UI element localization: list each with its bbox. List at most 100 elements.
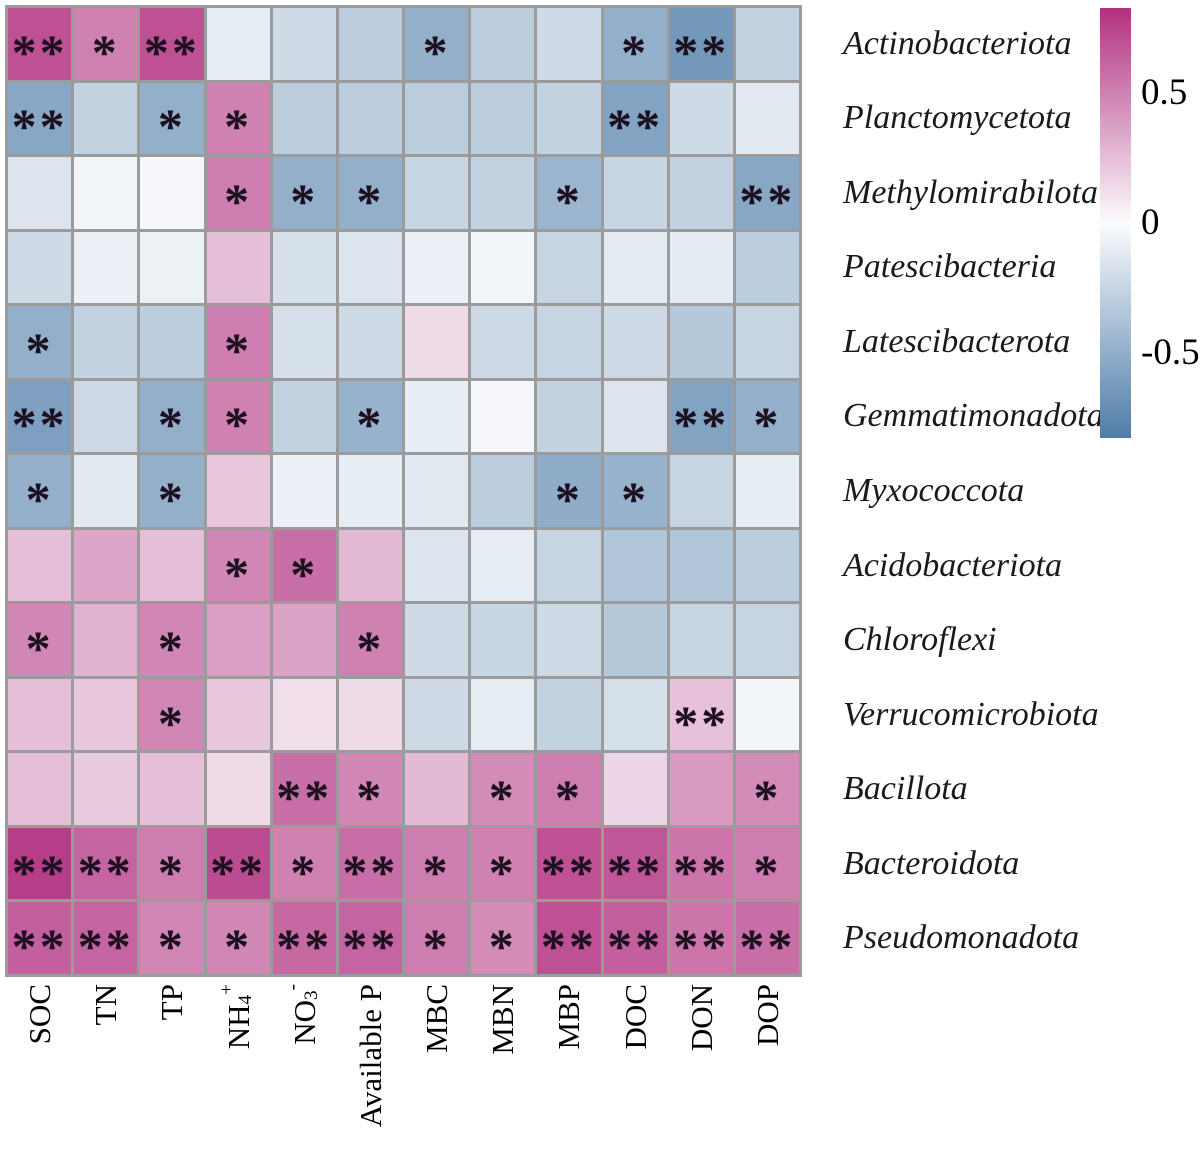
heatmap-cell: * bbox=[272, 157, 336, 229]
heatmap-cell bbox=[8, 678, 72, 751]
col-label-slot: TP bbox=[140, 984, 203, 1150]
heatmap-cell: * bbox=[206, 529, 270, 602]
significance-marker: * bbox=[224, 98, 253, 155]
significance-marker: ** bbox=[276, 769, 333, 826]
significance-marker: ** bbox=[673, 843, 730, 900]
heatmap-cell bbox=[338, 678, 402, 751]
heatmap-cell bbox=[405, 678, 469, 751]
heatmap-cell bbox=[537, 604, 601, 676]
significance-marker: * bbox=[157, 396, 186, 453]
heatmap-cell bbox=[206, 455, 270, 527]
significance-marker: * bbox=[290, 545, 319, 602]
heatmap-cell bbox=[405, 157, 469, 229]
significance-marker: * bbox=[224, 918, 253, 975]
significance-marker: * bbox=[422, 918, 451, 975]
col-label-slot: NO3- bbox=[273, 984, 336, 1150]
col-label-slot: MBC bbox=[405, 984, 468, 1150]
heatmap-cell bbox=[669, 231, 733, 304]
heatmap-cell: ** bbox=[669, 8, 733, 80]
row-label-slot: Planctomycetota bbox=[843, 83, 1093, 155]
row-label-slot: Acidobacteriota bbox=[843, 530, 1093, 602]
col-label: DOP bbox=[749, 984, 785, 1047]
row-label-slot: Patescibacteria bbox=[843, 232, 1093, 304]
significance-marker: * bbox=[488, 769, 517, 826]
heatmap-cell: * bbox=[140, 455, 204, 527]
heatmap-cell bbox=[338, 455, 402, 527]
heatmap-cell: ** bbox=[140, 8, 204, 80]
heatmap-cell: * bbox=[272, 827, 336, 900]
col-label-slot: TN bbox=[74, 984, 137, 1150]
heatmap-grid: ** * ** * * ** ** * * ** * * * * ** * * ** * * * ** * * * * * * * * * *… bbox=[5, 5, 802, 977]
heatmap-cell bbox=[735, 678, 799, 751]
col-label-slot: DOP bbox=[736, 984, 799, 1150]
significance-marker: ** bbox=[11, 396, 68, 453]
heatmap-cell bbox=[405, 380, 469, 453]
heatmap-cell: * bbox=[735, 827, 799, 900]
heatmap-cell bbox=[471, 157, 535, 229]
heatmap-cell bbox=[537, 82, 601, 155]
significance-marker: * bbox=[157, 843, 186, 900]
heatmap-cell: ** bbox=[74, 902, 138, 974]
heatmap-cell bbox=[140, 231, 204, 304]
significance-marker: * bbox=[25, 321, 54, 378]
heatmap-cell: * bbox=[140, 678, 204, 751]
significance-marker: ** bbox=[11, 918, 68, 975]
heatmap-cell bbox=[537, 678, 601, 751]
heatmap-cell bbox=[74, 306, 138, 378]
col-label: SOC bbox=[22, 984, 58, 1045]
heatmap-cell bbox=[74, 678, 138, 751]
heatmap-cell bbox=[405, 753, 469, 825]
heatmap-cell bbox=[140, 529, 204, 602]
row-label: Latescibacterota bbox=[843, 322, 1071, 360]
heatmap-cell bbox=[272, 604, 336, 676]
significance-marker: ** bbox=[143, 23, 200, 80]
col-label: NO3- bbox=[282, 984, 322, 1045]
significance-marker: * bbox=[422, 23, 451, 80]
significance-marker: * bbox=[422, 843, 451, 900]
significance-marker: ** bbox=[673, 694, 730, 751]
heatmap-cell bbox=[471, 455, 535, 527]
heatmap-cell: ** bbox=[8, 82, 72, 155]
heatmap-cell: ** bbox=[8, 8, 72, 80]
heatmap-cell bbox=[8, 157, 72, 229]
heatmap-cell bbox=[405, 604, 469, 676]
col-label: TN bbox=[88, 984, 124, 1026]
heatmap-cell: ** bbox=[8, 380, 72, 453]
heatmap-cell: * bbox=[8, 604, 72, 676]
heatmap-cell bbox=[669, 82, 733, 155]
heatmap-cell bbox=[603, 529, 667, 602]
heatmap-cell: ** bbox=[669, 827, 733, 900]
heatmap-cell: ** bbox=[603, 82, 667, 155]
heatmap-cell bbox=[471, 380, 535, 453]
significance-marker: * bbox=[356, 396, 385, 453]
heatmap-cell bbox=[669, 529, 733, 602]
col-label-slot: NH4+ bbox=[207, 984, 270, 1150]
heatmap-cell: * bbox=[537, 753, 601, 826]
row-label: Acidobacteriota bbox=[843, 546, 1063, 584]
significance-marker: * bbox=[753, 769, 782, 826]
heatmap-cell bbox=[272, 678, 336, 751]
heatmap-cell: * bbox=[338, 157, 402, 229]
significance-marker: * bbox=[621, 23, 650, 80]
significance-marker: * bbox=[554, 470, 583, 527]
heatmap-cell bbox=[140, 157, 204, 229]
heatmap-cell bbox=[74, 380, 138, 453]
row-label: Chloroflexi bbox=[843, 621, 997, 659]
heatmap-cell: * bbox=[537, 157, 601, 229]
heatmap-cell bbox=[471, 82, 535, 155]
heatmap-cell bbox=[603, 231, 667, 304]
heatmap-cell: * bbox=[471, 902, 535, 974]
heatmap-cell bbox=[603, 380, 667, 453]
significance-marker: ** bbox=[739, 172, 796, 229]
heatmap-cell bbox=[206, 678, 270, 751]
row-label: Gemmatimonadota bbox=[843, 397, 1104, 435]
heatmap-cell: ** bbox=[338, 827, 402, 900]
significance-marker: * bbox=[554, 769, 583, 826]
heatmap-cell bbox=[74, 604, 138, 676]
significance-marker: * bbox=[290, 172, 319, 229]
heatmap-cell: * bbox=[206, 157, 270, 229]
heatmap-cell bbox=[272, 455, 336, 527]
significance-marker: * bbox=[753, 396, 782, 453]
heatmap-cell: * bbox=[603, 8, 667, 80]
